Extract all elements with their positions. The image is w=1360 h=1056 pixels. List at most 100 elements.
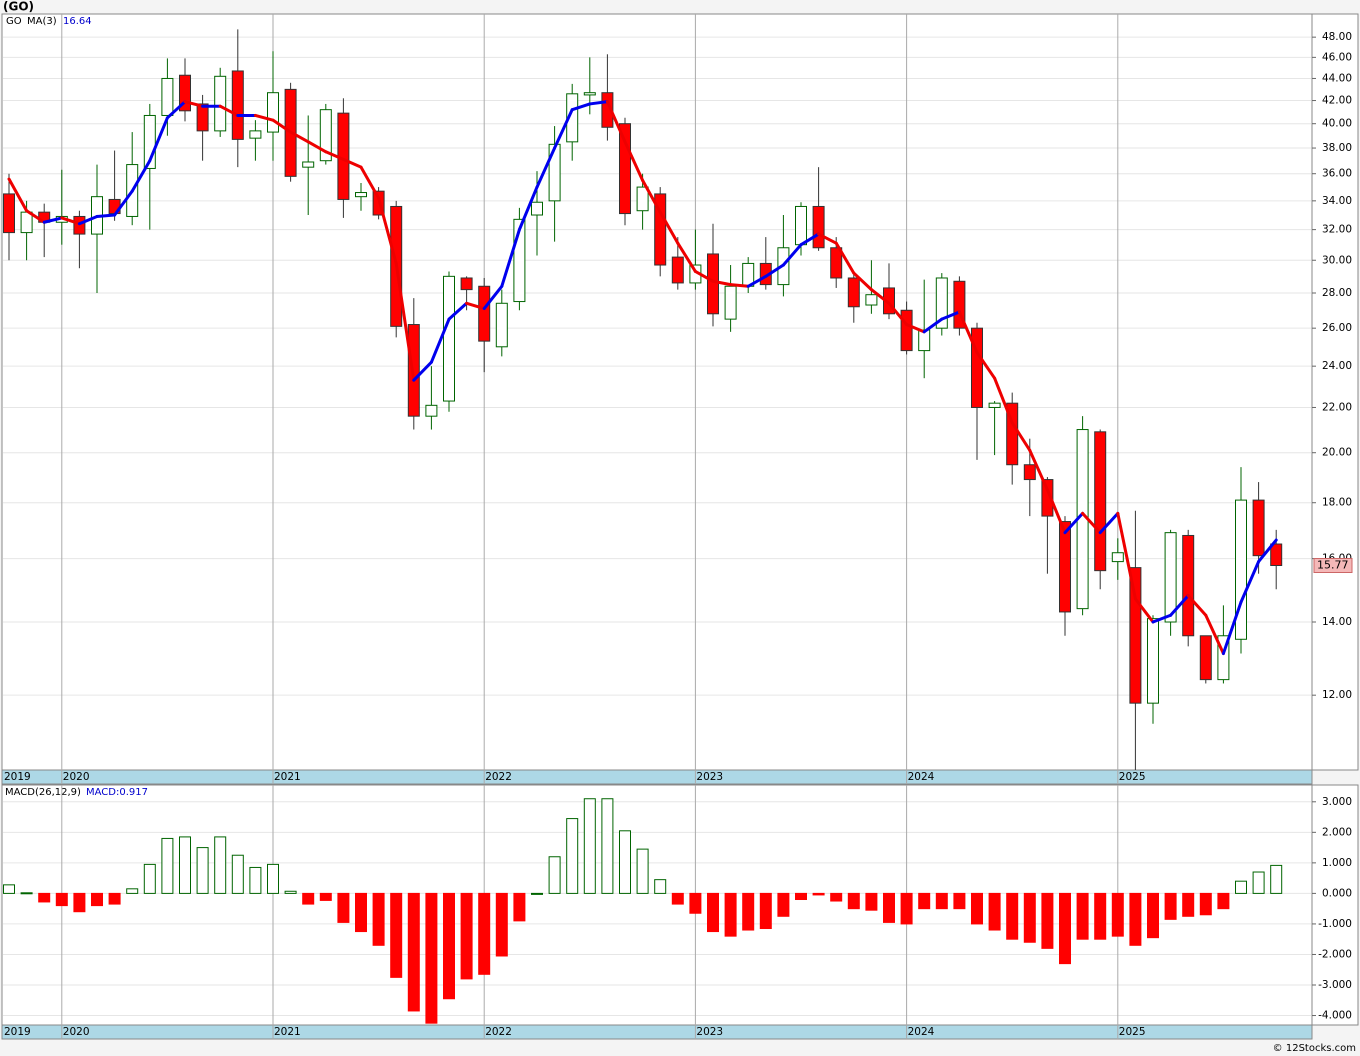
x-tick-label: 2020 bbox=[63, 771, 90, 783]
macd-bar bbox=[38, 892, 51, 903]
candle-body bbox=[935, 277, 948, 329]
macd-bar bbox=[671, 892, 684, 905]
candle-body bbox=[847, 277, 860, 308]
ma-segment bbox=[183, 100, 205, 108]
macd-bar bbox=[689, 892, 702, 914]
macd-bar bbox=[20, 892, 33, 895]
y-tick-label: 24.00 bbox=[1322, 360, 1352, 372]
ma-segment bbox=[535, 146, 557, 189]
candle-body bbox=[1041, 479, 1054, 517]
macd-bar bbox=[214, 836, 227, 894]
candle-body bbox=[425, 404, 438, 417]
ma-segment bbox=[553, 108, 574, 150]
macd-bar bbox=[73, 892, 86, 913]
macd-bar bbox=[337, 892, 350, 923]
y-tick-label: 40.00 bbox=[1322, 118, 1352, 130]
macd-bar bbox=[1182, 892, 1195, 917]
ma-segment bbox=[253, 113, 275, 122]
ma-segment bbox=[1169, 594, 1190, 617]
y-tick-label: 18.00 bbox=[1322, 497, 1352, 509]
macd-bar bbox=[566, 818, 579, 894]
macd-bar bbox=[495, 892, 508, 957]
macd-bar bbox=[1129, 892, 1142, 946]
candle-body bbox=[1129, 567, 1142, 704]
macd-bar bbox=[55, 892, 68, 907]
y-tick-label: 38.00 bbox=[1322, 142, 1352, 154]
candle-body bbox=[231, 70, 244, 140]
macd-bar bbox=[126, 888, 139, 894]
macd-bar bbox=[1147, 892, 1159, 939]
ma-segment bbox=[148, 116, 169, 163]
macd-bar bbox=[777, 892, 790, 917]
y-tick-label: 1.000 bbox=[1322, 857, 1352, 869]
macd-bar bbox=[196, 847, 209, 894]
ma-segment bbox=[764, 263, 785, 278]
candle-body bbox=[179, 74, 191, 112]
ma-segment bbox=[77, 214, 99, 226]
x-tick-label: 2025 bbox=[1119, 771, 1146, 783]
ma-segment bbox=[940, 310, 961, 321]
macd-bar bbox=[1252, 871, 1265, 894]
y-tick-label: 42.00 bbox=[1322, 95, 1352, 107]
macd-bar bbox=[143, 863, 156, 894]
ma-segment bbox=[922, 317, 944, 334]
ma-segment bbox=[1116, 511, 1137, 601]
last-price-box bbox=[1313, 558, 1353, 574]
macd-bar bbox=[759, 892, 772, 930]
macd-bar bbox=[847, 892, 860, 910]
candle-body bbox=[1111, 552, 1124, 563]
candle-body bbox=[1217, 635, 1230, 681]
y-tick-label: 34.00 bbox=[1322, 195, 1352, 207]
macd-bar bbox=[372, 892, 385, 946]
y-tick-label: 32.00 bbox=[1322, 224, 1352, 236]
y-tick-label: 22.00 bbox=[1322, 401, 1352, 413]
ma-segment bbox=[817, 232, 838, 245]
price-axis bbox=[1311, 13, 1359, 771]
y-tick-label: 30.00 bbox=[1322, 254, 1352, 266]
candle-body bbox=[812, 205, 825, 249]
macd-bar bbox=[707, 892, 719, 933]
candle-body bbox=[267, 92, 279, 133]
candle-body bbox=[724, 285, 737, 320]
macd-legend: MACD:0.917 bbox=[86, 787, 148, 798]
macd-bar bbox=[3, 884, 15, 894]
macd-bar bbox=[1235, 880, 1247, 894]
x-tick-label: 2022 bbox=[485, 771, 512, 783]
macd-title: MACD(26,12,9) bbox=[5, 787, 81, 798]
ma-segment bbox=[482, 284, 504, 311]
y-tick-label: 46.00 bbox=[1322, 51, 1352, 63]
candle-body bbox=[619, 123, 631, 215]
chart-title: (GO) bbox=[3, 0, 34, 14]
macd-bar bbox=[865, 892, 878, 911]
macd-bar bbox=[583, 798, 596, 894]
candle-body bbox=[513, 218, 526, 303]
macd-bar bbox=[883, 892, 895, 923]
y-tick-label: -3.000 bbox=[1318, 979, 1352, 991]
ma-segment bbox=[165, 100, 187, 120]
x-tick-label: 2023 bbox=[696, 771, 723, 783]
x-tick-label: 2025 bbox=[1119, 1026, 1146, 1038]
x-tick-label: 2021 bbox=[274, 771, 301, 783]
macd-bar bbox=[654, 879, 667, 894]
ma-segment bbox=[324, 150, 345, 161]
footer: © 12Stocks.com bbox=[1273, 1043, 1356, 1054]
macd-bar bbox=[390, 892, 403, 978]
y-tick-label: 2.000 bbox=[1322, 826, 1352, 838]
candle-body bbox=[671, 256, 684, 284]
y-tick-label: 28.00 bbox=[1322, 287, 1352, 299]
legend-ma-value: 16.64 bbox=[63, 16, 92, 27]
ma-segment bbox=[1098, 511, 1120, 535]
candle-body bbox=[443, 275, 455, 402]
ma-segment bbox=[113, 189, 134, 217]
macd-bar bbox=[724, 892, 737, 937]
macd-bar bbox=[619, 830, 631, 894]
ma-segment bbox=[711, 279, 733, 287]
ma-segment bbox=[1221, 600, 1243, 656]
macd-bar bbox=[108, 892, 121, 905]
ma-segment bbox=[729, 283, 750, 288]
candle-body bbox=[1252, 499, 1265, 557]
y-tick-label: 36.00 bbox=[1322, 168, 1352, 180]
candle-body bbox=[1023, 464, 1036, 481]
macd-bar bbox=[900, 892, 913, 925]
